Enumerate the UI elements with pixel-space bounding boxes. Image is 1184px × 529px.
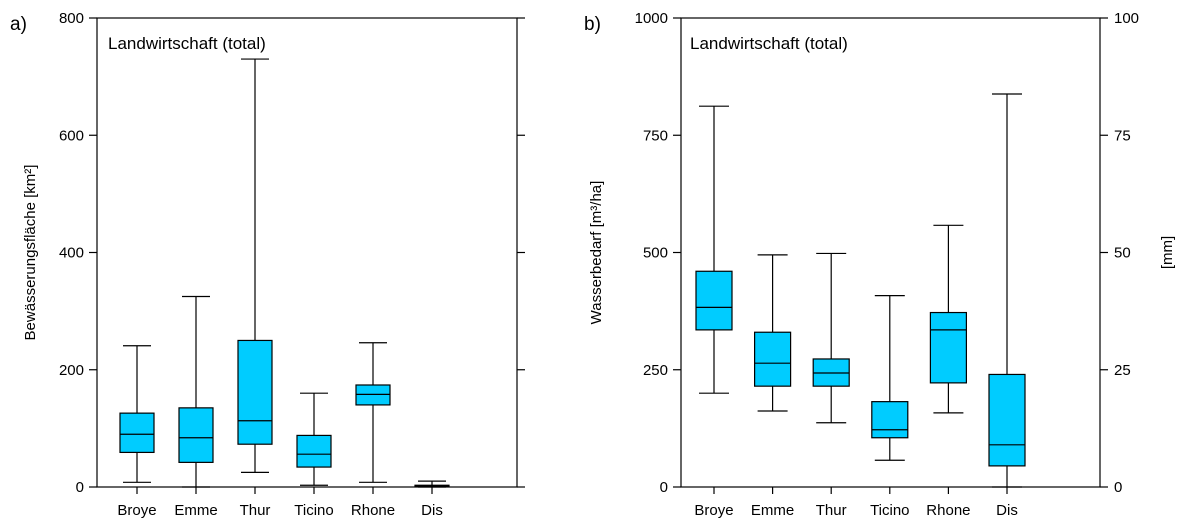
box-rhone [355, 342, 391, 483]
box-broye [695, 105, 733, 394]
y-tick-label: 0 [76, 479, 84, 496]
y-axis-label: Wasserbedarf [m³/ha] [588, 181, 605, 325]
y-tick-label: 1000 [635, 10, 668, 27]
y2-axis-label: [mm] [1159, 236, 1176, 269]
x-tick-label: Broye [694, 502, 733, 519]
y2-tick-label: 100 [1114, 10, 1139, 27]
plot-frame [96, 17, 518, 488]
y-axis-label: Bewässerungsfläche [km²] [22, 165, 39, 341]
y-tick-label: 800 [59, 10, 84, 27]
iqr-box [988, 373, 1026, 467]
y-tick-label: 200 [59, 362, 84, 379]
box-rhone [929, 224, 968, 414]
chart-panel-b: 0 250 500 750 1000 0 25 50 75 100 Broye Emme Thur Tic… [584, 10, 1176, 519]
iqr-box [237, 339, 273, 445]
x-tick-label: Emme [174, 502, 217, 519]
iqr-box [929, 311, 968, 384]
x-tick-label: Emme [751, 502, 794, 519]
x-tick-label: Dis [421, 502, 443, 519]
y2-tick-label: 25 [1114, 362, 1131, 379]
y-tick-label: 250 [643, 362, 668, 379]
box-emme [178, 295, 214, 488]
y2-tick-label: 0 [1114, 479, 1122, 496]
x-tick-label: Ticino [870, 502, 909, 519]
box-dis [988, 93, 1026, 488]
y2-tick-label: 50 [1114, 245, 1131, 262]
box-emme [753, 254, 792, 412]
box-dis [414, 480, 450, 488]
box-ticino [871, 295, 909, 461]
x-tick-label: Rhone [926, 502, 970, 519]
y-tick-label: 0 [660, 479, 668, 496]
x-tick-label: Rhone [351, 502, 395, 519]
y-tick-label: 400 [59, 245, 84, 262]
chart-panel-a: 0 200 400 600 800 Broye Emme Thur Ticino Rhone Dis… [10, 10, 525, 519]
iqr-box [119, 412, 155, 454]
panel-label: b) [584, 14, 601, 35]
panel-label: a) [10, 14, 27, 35]
iqr-box [753, 331, 792, 387]
x-tick-label: Thur [240, 502, 271, 519]
x-tick-label: Broye [117, 502, 156, 519]
x-tick-label: Ticino [294, 502, 333, 519]
x-tick-label: Thur [816, 502, 847, 519]
box-thur [237, 58, 273, 473]
box-ticino [296, 392, 332, 486]
iqr-box [695, 270, 733, 331]
box-broye [119, 345, 155, 483]
chart-title: Landwirtschaft (total) [108, 34, 266, 53]
iqr-box [296, 434, 332, 468]
y-tick-label: 600 [59, 127, 84, 144]
chart-title: Landwirtschaft (total) [690, 34, 848, 53]
y2-tick-label: 75 [1114, 127, 1131, 144]
iqr-box [178, 407, 214, 463]
y-tick-label: 750 [643, 127, 668, 144]
iqr-box [871, 401, 909, 439]
x-tick-label: Dis [996, 502, 1018, 519]
box-thur [812, 252, 850, 424]
y-tick-label: 500 [643, 245, 668, 262]
